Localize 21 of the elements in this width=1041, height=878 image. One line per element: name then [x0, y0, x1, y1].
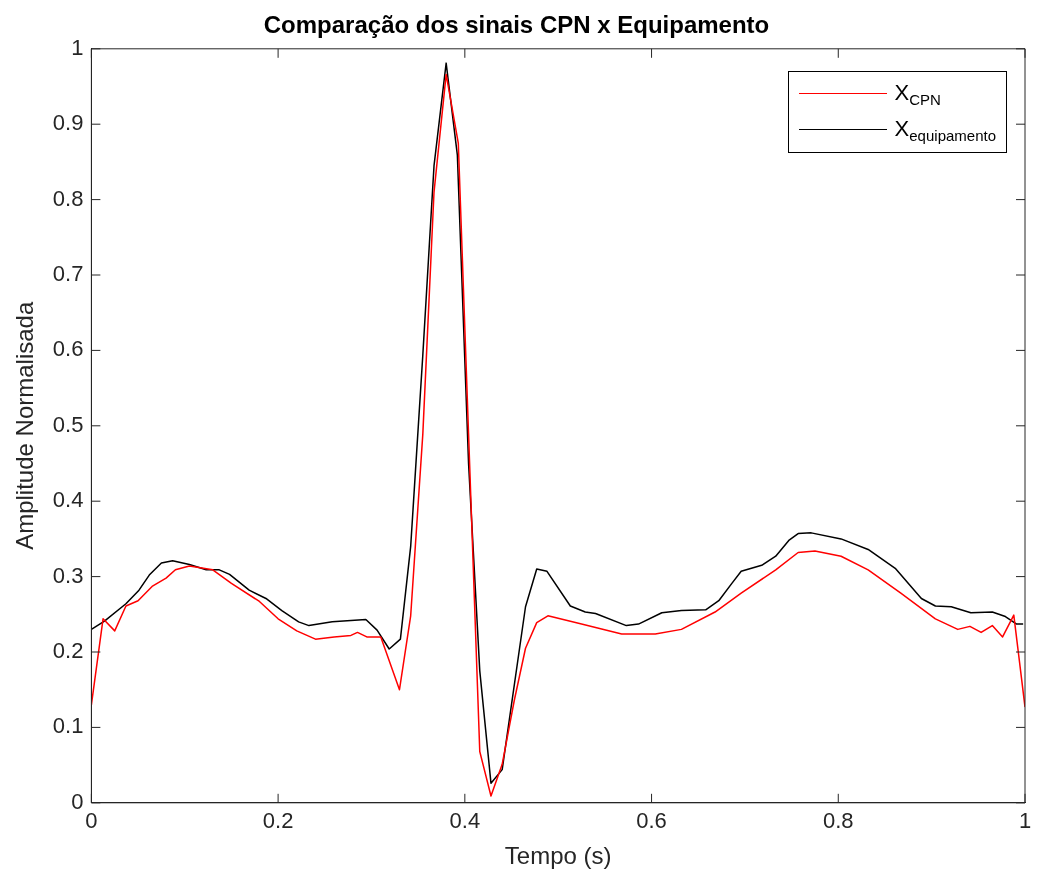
x-tick-label: 0.8: [822, 808, 854, 834]
x-tick-label: 0.6: [636, 808, 667, 834]
x-axis-title: Tempo (s): [504, 842, 612, 870]
y-axis-title: Amplitude Normalisada: [11, 301, 39, 550]
y-tick-label: 0.1: [52, 713, 84, 739]
y-tick-label: 0.3: [52, 562, 84, 588]
x-tick-label: 0.2: [262, 808, 294, 834]
x-tick-label: 0.4: [449, 808, 481, 834]
y-tick-label: 0.7: [52, 261, 84, 287]
chart-title: Comparação dos sinais CPN x Equipamento: [263, 11, 770, 39]
y-tick-label: 0.5: [52, 411, 84, 437]
y-tick-label: 0.2: [52, 638, 84, 664]
legend-label: X$_{equipamento}$: [894, 115, 996, 144]
y-tick-label: 1: [71, 34, 84, 60]
legend-label: X$_{CPN}$: [894, 79, 941, 108]
y-tick-label: 0: [71, 788, 84, 814]
x-tick-label: 1: [1018, 808, 1032, 834]
y-tick-label: 0.8: [52, 185, 84, 211]
y-tick-label: 0.9: [52, 110, 84, 136]
y-tick-label: 0.4: [52, 487, 84, 513]
y-tick-label: 0.6: [52, 336, 84, 362]
